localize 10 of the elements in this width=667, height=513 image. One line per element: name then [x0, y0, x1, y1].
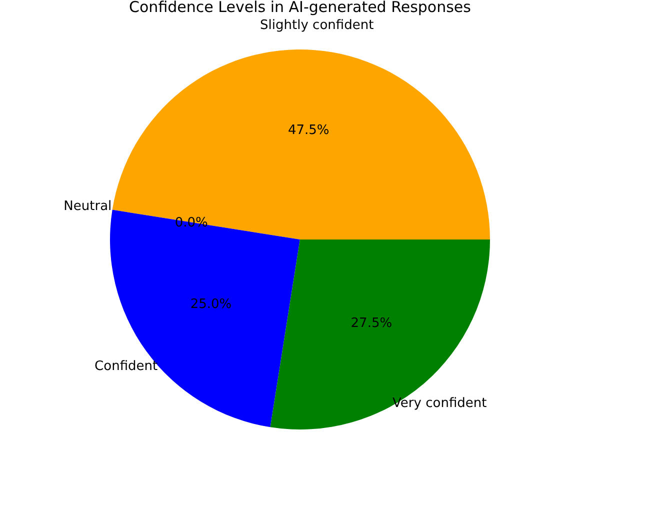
slice-label: Very confident — [392, 396, 487, 411]
pie-slice — [270, 240, 490, 430]
pie-slice — [112, 50, 490, 240]
slice-label: Slightly confident — [260, 18, 374, 34]
chart-title: Confidence Levels in AI-generated Responses — [129, 0, 472, 16]
slice-label: Confident — [94, 358, 158, 374]
data-label: 25.0% — [190, 297, 232, 312]
category-label: Neutral — [64, 198, 112, 214]
data-label: 27.5% — [350, 316, 392, 332]
data-label: 47.5% — [288, 122, 330, 138]
